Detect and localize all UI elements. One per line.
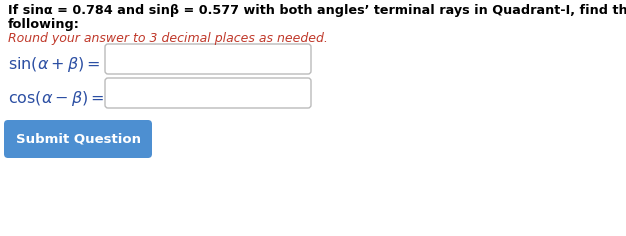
Text: $\sin(\alpha + \beta) =$: $\sin(\alpha + \beta) =$ (8, 55, 101, 74)
FancyBboxPatch shape (105, 44, 311, 74)
FancyBboxPatch shape (4, 120, 152, 158)
Text: $\cos(\alpha - \beta) =$: $\cos(\alpha - \beta) =$ (8, 89, 105, 108)
Text: Round your answer to 3 decimal places as needed.: Round your answer to 3 decimal places as… (8, 32, 328, 45)
FancyBboxPatch shape (105, 78, 311, 108)
Text: following:: following: (8, 18, 80, 31)
Text: Submit Question: Submit Question (16, 132, 140, 146)
Text: If sinα = 0.784 and sinβ = 0.577 with both angles’ terminal rays in Quadrant-I, : If sinα = 0.784 and sinβ = 0.577 with bo… (8, 4, 626, 17)
